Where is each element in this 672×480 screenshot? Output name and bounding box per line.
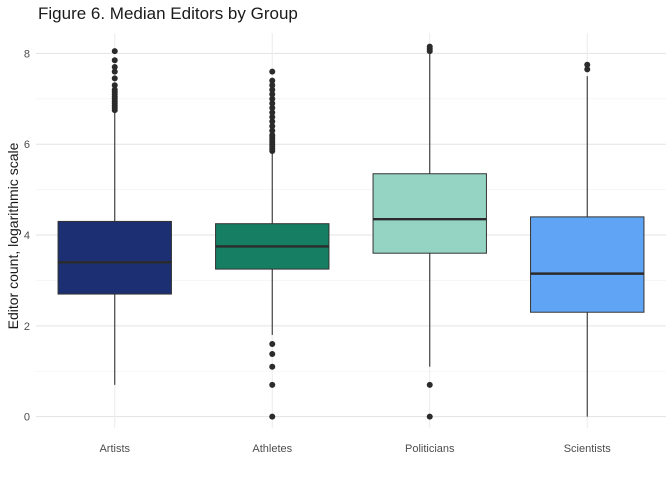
x-tick-label-athletes: Athletes bbox=[252, 443, 292, 455]
outlier-point-athletes bbox=[269, 132, 276, 139]
y-tick-label: 0 bbox=[24, 412, 30, 424]
outlier-point-artists bbox=[111, 57, 118, 64]
outlier-point-athletes bbox=[269, 86, 276, 93]
outlier-point-athletes bbox=[269, 95, 276, 102]
x-tick-label-artists: Artists bbox=[99, 443, 130, 455]
chart-title: Figure 6. Median Editors by Group bbox=[38, 4, 298, 23]
outlier-point-athletes bbox=[269, 100, 276, 107]
outlier-point-athletes bbox=[269, 123, 276, 130]
y-tick-label: 2 bbox=[24, 321, 30, 333]
x-tick-label-scientists: Scientists bbox=[564, 443, 612, 455]
outlier-point-athletes bbox=[269, 113, 276, 120]
outlier-point-artists bbox=[111, 86, 118, 93]
outlier-point-politicians bbox=[426, 413, 433, 420]
outlier-point-athletes bbox=[269, 127, 276, 134]
outlier-point-scientists bbox=[584, 61, 591, 68]
y-tick-label: 4 bbox=[24, 230, 30, 242]
box-layer bbox=[57, 43, 645, 420]
label-layer: 0 2 4 6 8 Artists Athletes Politicians Scientist… bbox=[24, 48, 611, 455]
y-tick-label: 6 bbox=[24, 139, 30, 151]
outlier-point-artists bbox=[111, 68, 118, 75]
outlier-point-athletes bbox=[269, 77, 276, 84]
outlier-point-athletes bbox=[269, 109, 276, 116]
outlier-point-scientists bbox=[584, 66, 591, 73]
outlier-point-athletes bbox=[269, 413, 276, 420]
outlier-point-athletes bbox=[269, 91, 276, 98]
outlier-point-athletes bbox=[269, 104, 276, 111]
outlier-point-artists bbox=[111, 82, 118, 89]
outlier-point-athletes bbox=[269, 381, 276, 388]
outlier-point-athletes bbox=[269, 118, 276, 125]
outlier-point-artists bbox=[111, 75, 118, 82]
y-axis-title: Editor count, logarithmic scale bbox=[5, 142, 21, 329]
box-politicians bbox=[372, 173, 487, 254]
outlier-point-athletes bbox=[269, 82, 276, 89]
outlier-point-athletes bbox=[269, 341, 276, 348]
outlier-point-athletes bbox=[269, 350, 276, 357]
outlier-point-politicians bbox=[426, 43, 433, 50]
box-scientists bbox=[530, 216, 645, 313]
outlier-point-athletes bbox=[269, 68, 276, 75]
outlier-point-artists bbox=[111, 64, 118, 71]
outlier-point-artists bbox=[111, 48, 118, 55]
outlier-point-politicians bbox=[426, 381, 433, 388]
box-artists bbox=[57, 220, 172, 295]
y-tick-label: 8 bbox=[24, 48, 30, 60]
x-tick-label-politicians: Politicians bbox=[405, 443, 455, 455]
outlier-point-athletes bbox=[269, 363, 276, 370]
